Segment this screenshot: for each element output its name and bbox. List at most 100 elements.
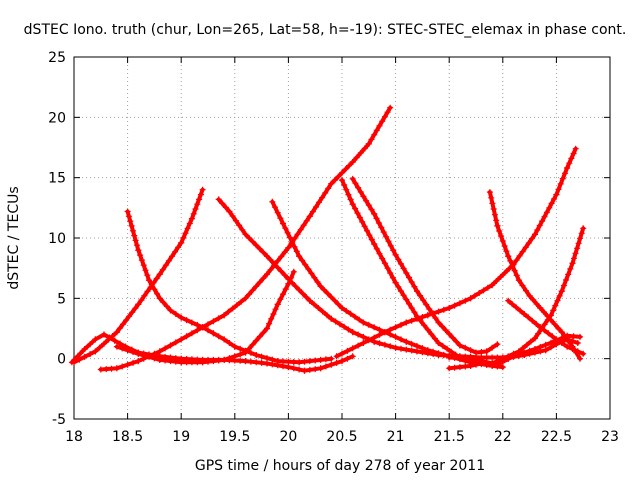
data-point-marker xyxy=(343,307,350,314)
data-point-marker xyxy=(339,169,345,176)
data-point-marker xyxy=(453,338,460,345)
data-point-marker xyxy=(322,363,329,370)
data-point-marker xyxy=(103,366,110,373)
data-point-marker xyxy=(515,351,522,358)
data-point-marker xyxy=(277,215,284,222)
data-point-marker xyxy=(456,342,463,349)
data-point-marker xyxy=(296,286,303,293)
data-point-marker xyxy=(342,166,349,173)
data-point-marker xyxy=(381,260,388,267)
data-point-marker xyxy=(116,325,123,332)
data-point-marker xyxy=(162,345,169,352)
x-tick-label: 20 xyxy=(279,429,297,445)
data-point-marker xyxy=(239,226,246,233)
data-point-marker xyxy=(292,283,299,290)
data-point-marker xyxy=(266,320,273,327)
data-point-marker xyxy=(242,358,249,365)
data-point-marker xyxy=(280,220,286,227)
data-point-marker xyxy=(375,220,382,226)
data-point-marker xyxy=(361,223,368,230)
data-point-marker xyxy=(355,342,362,349)
data-point-marker xyxy=(264,360,270,367)
y-tick-label: 10 xyxy=(48,231,66,247)
data-point-marker xyxy=(544,316,551,323)
data-point-marker xyxy=(381,113,388,120)
data-point-marker xyxy=(537,343,544,350)
data-point-marker xyxy=(290,359,297,365)
data-point-marker xyxy=(299,257,306,264)
data-point-marker xyxy=(128,222,135,229)
data-point-marker xyxy=(408,279,415,285)
data-point-marker xyxy=(373,245,380,252)
data-point-marker xyxy=(491,211,498,218)
data-point-marker xyxy=(551,196,557,202)
data-point-marker xyxy=(344,347,351,354)
data-point-marker xyxy=(210,318,217,325)
data-point-marker xyxy=(182,230,189,237)
data-point-marker xyxy=(351,313,358,320)
data-point-marker xyxy=(301,358,308,365)
data-point-marker xyxy=(519,345,526,352)
data-point-marker xyxy=(238,298,245,305)
y-tick-label: 25 xyxy=(48,50,66,66)
data-point-marker xyxy=(333,353,340,360)
data-point-marker xyxy=(169,253,175,260)
data-point-marker xyxy=(81,346,88,352)
data-point-marker xyxy=(278,253,285,260)
data-point-marker xyxy=(325,185,332,192)
data-point-marker xyxy=(406,300,412,307)
data-point-marker xyxy=(371,334,378,341)
data-point-marker xyxy=(384,265,391,272)
data-point-marker xyxy=(385,238,392,245)
data-point-marker xyxy=(360,319,367,326)
data-point-marker xyxy=(167,358,174,365)
data-point-marker xyxy=(313,204,319,210)
data-point-marker xyxy=(231,353,238,360)
data-point-marker xyxy=(246,345,253,352)
data-point-marker xyxy=(153,275,160,282)
data-point-marker xyxy=(577,355,583,362)
data-point-marker xyxy=(76,356,83,363)
data-point-marker xyxy=(127,218,134,225)
data-point-marker xyxy=(489,282,496,289)
data-point-marker xyxy=(558,335,565,342)
data-point-marker xyxy=(541,321,548,328)
data-point-marker xyxy=(215,357,222,364)
data-point-marker xyxy=(368,206,375,213)
data-point-marker xyxy=(414,348,420,355)
data-point-marker xyxy=(113,343,120,350)
data-point-marker xyxy=(493,278,500,284)
data-point-marker xyxy=(557,180,564,187)
data-point-marker xyxy=(501,269,508,276)
data-point-marker xyxy=(221,336,228,343)
data-point-marker xyxy=(71,359,77,366)
y-tick-label: 20 xyxy=(48,110,66,126)
data-point-marker xyxy=(319,194,326,201)
data-point-marker xyxy=(167,342,174,349)
data-point-marker xyxy=(160,299,167,306)
data-point-marker xyxy=(421,322,428,329)
data-point-marker xyxy=(471,292,478,299)
data-point-marker xyxy=(478,349,485,355)
data-point-marker xyxy=(395,283,402,290)
x-tick-label: 18 xyxy=(65,429,83,445)
data-point-marker xyxy=(77,350,84,357)
x-tick-label: 19.5 xyxy=(219,429,250,445)
data-point-marker xyxy=(303,217,310,224)
x-tick-label: 18.5 xyxy=(112,429,143,445)
data-point-marker xyxy=(505,297,512,304)
data-point-marker xyxy=(580,225,587,232)
data-point-marker xyxy=(419,345,426,352)
data-point-marker xyxy=(332,318,339,325)
data-point-marker xyxy=(188,319,195,326)
data-point-marker xyxy=(473,361,479,368)
data-point-marker xyxy=(280,291,286,298)
data-point-marker xyxy=(194,359,201,366)
data-point-marker xyxy=(328,180,335,187)
data-point-marker xyxy=(210,330,217,337)
data-point-marker xyxy=(146,353,152,360)
data-point-marker xyxy=(558,329,565,336)
data-point-marker xyxy=(339,177,345,184)
data-point-marker xyxy=(494,222,501,229)
